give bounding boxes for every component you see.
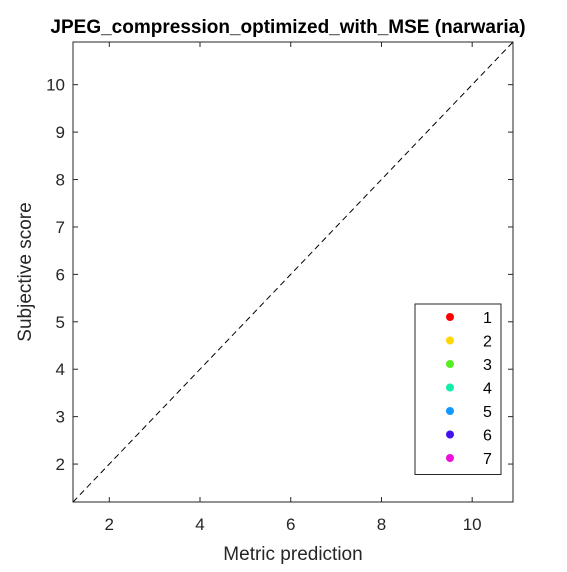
y-tick-label: 2 — [56, 455, 65, 474]
x-tick-label: 6 — [286, 515, 295, 534]
y-tick-label: 4 — [56, 360, 65, 379]
y-axis-label: Subjective score — [15, 202, 36, 341]
legend-label: 5 — [483, 404, 492, 421]
legend-marker — [446, 313, 454, 321]
legend-box — [414, 303, 502, 475]
legend-label: 4 — [483, 381, 492, 398]
y-tick-label: 10 — [46, 76, 65, 95]
legend-marker — [446, 454, 454, 462]
x-tick-label: 4 — [195, 515, 204, 534]
legend-marker — [446, 360, 454, 368]
y-tick-label: 9 — [56, 123, 65, 142]
reference-line — [72, 41, 514, 503]
chart-title: JPEG_compression_optimized_with_MSE (nar… — [50, 17, 525, 38]
y-tick-label: 3 — [56, 408, 65, 427]
x-tick-label: 10 — [463, 515, 482, 534]
y-tick-label: 5 — [56, 313, 65, 332]
y-tick-label: 7 — [56, 218, 65, 237]
legend-label: 3 — [483, 357, 492, 374]
y-tick-label: 6 — [56, 265, 65, 284]
legend-marker — [446, 383, 454, 392]
plot-area: 2 4 6 8 10 2 3 4 5 6 7 8 9 10 1 2 3 4 5 6 7 — [46, 41, 514, 534]
y-tick-label: 8 — [56, 171, 65, 190]
legend-marker — [446, 430, 454, 439]
x-tick-label: 2 — [105, 515, 114, 534]
legend-label: 6 — [483, 428, 492, 445]
legend-label: 7 — [483, 451, 492, 468]
x-axis-label: Metric prediction — [223, 544, 362, 565]
legend-marker — [446, 407, 454, 415]
legend-label: 2 — [483, 334, 492, 351]
legend-marker — [446, 336, 454, 345]
axes-box — [72, 41, 514, 503]
x-tick-label: 8 — [377, 515, 386, 534]
legend-label: 1 — [483, 310, 492, 327]
